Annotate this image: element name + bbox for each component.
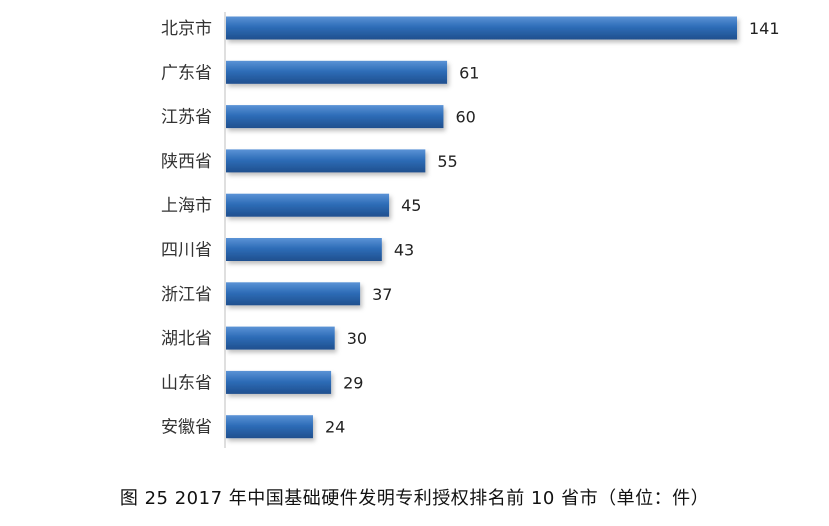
- bar-9: [226, 370, 332, 394]
- category-label: 浙江省: [161, 285, 212, 305]
- bar-6: [226, 238, 382, 261]
- bar-5: [226, 193, 390, 217]
- value-label: 37: [372, 285, 392, 304]
- value-labels: 141 61 60 55 45 43 37 30 29 24: [325, 19, 780, 437]
- bar-3: [226, 105, 444, 129]
- category-label: 安徽省: [161, 418, 212, 438]
- value-label: 55: [437, 152, 457, 171]
- value-label: 60: [455, 108, 475, 127]
- figure-caption: 图 25 2017 年中国基础硬件发明专利授权排名前 10 省市（单位：件）: [119, 488, 710, 509]
- category-label: 湖北省: [161, 329, 212, 349]
- category-label: 四川省: [161, 241, 212, 261]
- bar-8: [226, 326, 335, 350]
- bars-group: [226, 16, 737, 439]
- category-label: 广东省: [161, 63, 212, 83]
- bar-2: [226, 60, 448, 84]
- category-label: 上海市: [161, 196, 212, 216]
- category-label: 北京市: [161, 19, 212, 39]
- bar-10: [226, 415, 313, 439]
- category-label: 江苏省: [161, 108, 212, 128]
- bar-4: [226, 149, 426, 173]
- value-label: 141: [749, 19, 780, 38]
- value-label: 43: [394, 241, 414, 260]
- value-label: 30: [347, 329, 367, 348]
- bar-1: [226, 16, 737, 40]
- value-label: 24: [325, 418, 345, 437]
- category-label: 陕西省: [161, 152, 212, 172]
- bar-7: [226, 282, 361, 306]
- value-label: 45: [401, 196, 421, 215]
- value-label: 29: [343, 373, 363, 392]
- value-label: 61: [459, 63, 479, 82]
- category-label: 山东省: [161, 373, 212, 393]
